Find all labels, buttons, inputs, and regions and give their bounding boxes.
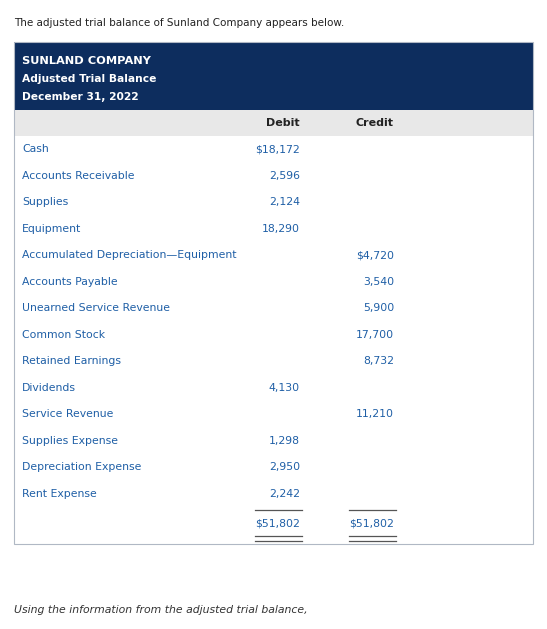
Text: $51,802: $51,802 xyxy=(349,519,394,529)
Text: Supplies Expense: Supplies Expense xyxy=(22,436,118,446)
Text: 8,732: 8,732 xyxy=(363,356,394,366)
Text: 2,242: 2,242 xyxy=(269,489,300,499)
Text: Service Revenue: Service Revenue xyxy=(22,409,113,420)
Text: 11,210: 11,210 xyxy=(356,409,394,420)
Text: $4,720: $4,720 xyxy=(356,250,394,260)
Text: Unearned Service Revenue: Unearned Service Revenue xyxy=(22,303,170,313)
Text: 2,596: 2,596 xyxy=(269,170,300,181)
Text: 2,950: 2,950 xyxy=(269,462,300,472)
Text: Supplies: Supplies xyxy=(22,198,68,207)
Bar xyxy=(14,42,533,544)
Text: 17,700: 17,700 xyxy=(356,330,394,340)
Bar xyxy=(14,110,533,136)
Text: $51,802: $51,802 xyxy=(255,519,300,529)
Text: 4,130: 4,130 xyxy=(269,383,300,392)
Text: 1,298: 1,298 xyxy=(269,436,300,446)
Text: 3,540: 3,540 xyxy=(363,277,394,287)
Text: $18,172: $18,172 xyxy=(255,144,300,154)
Text: 5,900: 5,900 xyxy=(363,303,394,313)
Text: Retained Earnings: Retained Earnings xyxy=(22,356,121,366)
Text: The adjusted trial balance of Sunland Company appears below.: The adjusted trial balance of Sunland Co… xyxy=(14,18,344,28)
Text: December 31, 2022: December 31, 2022 xyxy=(22,92,138,102)
Text: Accounts Payable: Accounts Payable xyxy=(22,277,118,287)
Text: Accumulated Depreciation—Equipment: Accumulated Depreciation—Equipment xyxy=(22,250,236,260)
Text: Debit: Debit xyxy=(266,118,300,128)
Text: 2,124: 2,124 xyxy=(269,198,300,207)
Text: Common Stock: Common Stock xyxy=(22,330,105,340)
Text: 18,290: 18,290 xyxy=(262,224,300,234)
Text: Dividends: Dividends xyxy=(22,383,76,392)
Text: SUNLAND COMPANY: SUNLAND COMPANY xyxy=(22,56,151,66)
Text: Using the information from the adjusted trial balance,: Using the information from the adjusted … xyxy=(14,605,307,615)
Text: Adjusted Trial Balance: Adjusted Trial Balance xyxy=(22,74,156,84)
Text: Equipment: Equipment xyxy=(22,224,82,234)
Text: Accounts Receivable: Accounts Receivable xyxy=(22,170,135,181)
Bar xyxy=(14,42,533,110)
Text: Depreciation Expense: Depreciation Expense xyxy=(22,462,141,472)
Text: Rent Expense: Rent Expense xyxy=(22,489,97,499)
Text: Cash: Cash xyxy=(22,144,49,154)
Text: Credit: Credit xyxy=(356,118,394,128)
